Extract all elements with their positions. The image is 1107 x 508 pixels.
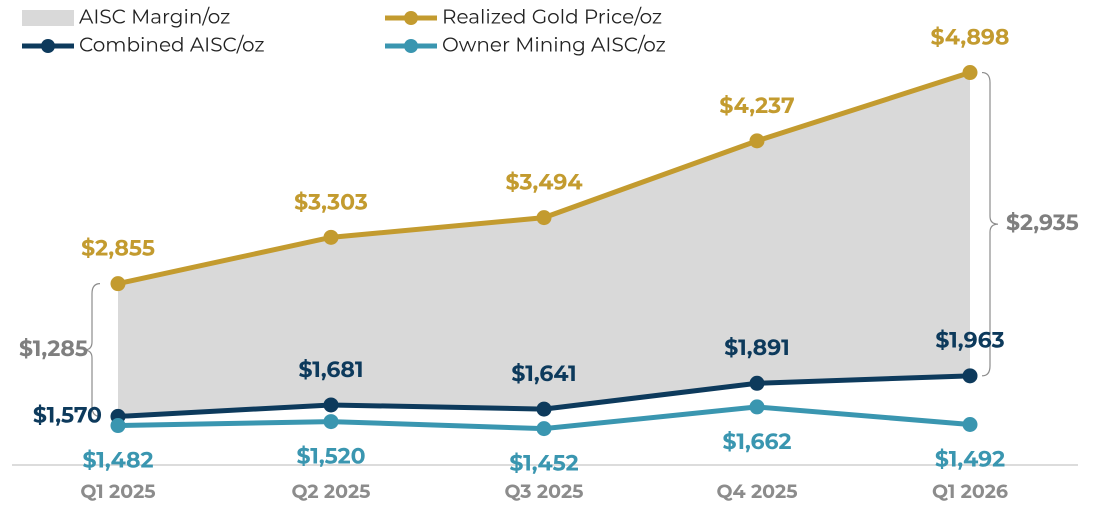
value-label: $1,452 [509, 450, 578, 477]
x-tick-label: Q2 2025 [292, 480, 371, 503]
value-label: $3,494 [506, 169, 583, 196]
legend-label: Realized Gold Price/oz [442, 5, 662, 29]
value-label: $1,641 [511, 360, 576, 387]
legend-label: Owner Mining AISC/oz [442, 33, 666, 57]
value-label: $1,891 [724, 334, 790, 361]
value-label: $1,520 [296, 443, 365, 470]
series-point [749, 399, 765, 415]
series-point [536, 401, 552, 417]
legend-label: AISC Margin/oz [79, 5, 230, 29]
margin-label: $2,935 [1006, 209, 1079, 236]
margin-brace [981, 71, 999, 377]
x-tick-label: Q4 2025 [716, 480, 797, 503]
margin-area [118, 72, 970, 417]
x-tick-label: Q1 2026 [932, 480, 1008, 503]
series-point [323, 414, 339, 430]
x-tick-label: Q3 2025 [505, 480, 584, 503]
value-label: $1,492 [935, 445, 1005, 472]
series-point [110, 276, 126, 292]
series-point [962, 368, 978, 384]
series-point [962, 65, 978, 81]
series-point [749, 133, 765, 149]
legend-swatch [404, 39, 418, 53]
series-point [110, 418, 126, 434]
legend-label: Combined AISC/oz [79, 33, 265, 57]
value-label: $4,237 [719, 92, 794, 119]
value-label: $2,855 [81, 235, 155, 262]
series-point [749, 375, 765, 391]
value-label: $1,570 [33, 401, 102, 428]
series-point [536, 421, 552, 437]
series-point [323, 229, 339, 245]
series-point [536, 210, 552, 226]
value-label: $3,303 [294, 188, 368, 215]
legend-swatch [22, 10, 74, 26]
legend-swatch [404, 11, 418, 25]
margin-brace [83, 283, 101, 418]
margin-label: $1,285 [19, 335, 88, 362]
series-point [962, 416, 978, 432]
value-label: $1,681 [298, 356, 363, 383]
value-label: $1,482 [82, 446, 153, 473]
value-label: $1,963 [935, 327, 1004, 354]
value-label: $1,662 [723, 428, 792, 455]
legend-swatch [41, 39, 55, 53]
value-label: $4,898 [931, 23, 1010, 50]
x-tick-label: Q1 2025 [80, 480, 155, 503]
series-point [323, 397, 339, 413]
